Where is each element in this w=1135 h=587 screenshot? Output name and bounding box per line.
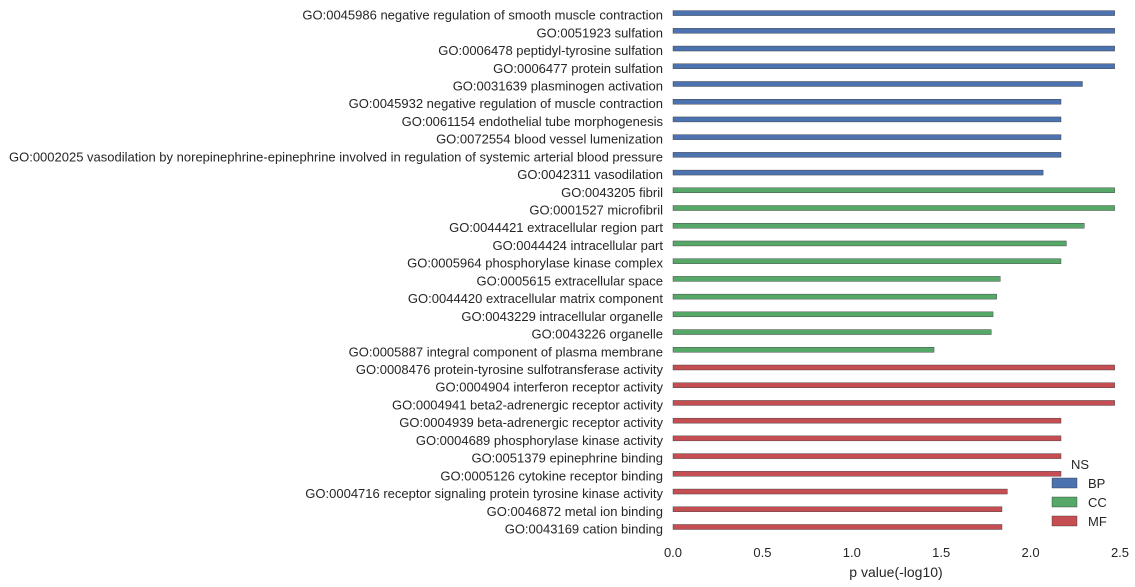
bar-mf-2	[672, 400, 1115, 406]
legend-swatch-cc	[1051, 496, 1078, 508]
bar-bp-8	[672, 152, 1062, 158]
x-tick-labels: 0.0 0.5 1.0 1.5 2.0 2.5	[664, 545, 1129, 560]
bar-cc-0	[672, 187, 1115, 194]
bar-bp-6	[672, 116, 1062, 123]
y-tick-label: GO:0044421 extracellular region part	[449, 220, 663, 235]
y-tick-label: GO:0005126 cytokine receptor binding	[440, 468, 663, 483]
y-tick-label: GO:0043205 fibril	[561, 185, 663, 200]
legend-label-cc: CC	[1088, 495, 1107, 510]
y-tick-label: GO:0044420 extracellular matrix componen…	[408, 291, 663, 306]
bar-mf-1	[672, 382, 1115, 388]
bar-bp-0	[672, 10, 1115, 16]
bar-cc-1	[672, 205, 1115, 211]
legend-swatch-mf	[1051, 515, 1078, 527]
x-axis-label: p value(-log10)	[849, 564, 942, 580]
bar-bp-2	[672, 45, 1115, 52]
bar-mf-5	[672, 453, 1062, 459]
y-tick-label: GO:0001527 microfibril	[529, 203, 663, 218]
y-tick-label: GO:0004716 receptor signaling protein ty…	[305, 486, 663, 501]
x-tick-label: 1.5	[932, 545, 950, 560]
y-tick-label: GO:0051379 epinephrine binding	[471, 451, 663, 466]
bar-cc-8	[672, 329, 992, 335]
bar-cc-3	[672, 240, 1067, 247]
y-tick-label: GO:0005615 extracellular space	[477, 273, 663, 288]
y-tick-label: GO:0005887 integral component of plasma …	[349, 344, 663, 359]
bar-mf-9	[672, 524, 1003, 530]
y-tick-label: GO:0031639 plasminogen activation	[453, 78, 663, 93]
bar-cc-2	[672, 223, 1085, 229]
x-tick-label: 0.5	[753, 545, 771, 560]
legend-title: NS	[1071, 457, 1089, 472]
y-tick-label: GO:0046872 metal ion binding	[487, 504, 663, 519]
bar-mf-0	[672, 364, 1115, 371]
y-tick-label: GO:0006477 protein sulfation	[493, 61, 663, 76]
bar-mf-4	[672, 435, 1062, 442]
y-tick-label: GO:0008476 protein-tyrosine sulfotransfe…	[356, 362, 664, 377]
y-tick-label: GO:0061154 endothelial tube morphogenesi…	[402, 114, 664, 129]
y-tick-label: GO:0044424 intracellular part	[492, 238, 663, 253]
y-tick-label: GO:0043226 organelle	[531, 327, 663, 342]
y-tick-label: GO:0051923 sulfation	[537, 25, 663, 40]
y-tick-label: GO:0045932 negative regulation of muscle…	[349, 96, 663, 111]
legend-swatch-bp	[1051, 477, 1078, 489]
legend-label-bp: BP	[1088, 476, 1105, 491]
bar-bp-7	[672, 134, 1062, 140]
legend: NS BP CC MF	[1051, 457, 1107, 529]
y-tick-label: GO:0043169 cation binding	[505, 521, 663, 536]
y-tick-label: GO:0072554 blood vessel lumenization	[436, 132, 663, 147]
bar-bp-5	[672, 98, 1062, 105]
bar-cc-5	[672, 276, 1001, 282]
y-tick-label: GO:0045986 negative regulation of smooth…	[302, 8, 663, 23]
bar-bp-1	[672, 28, 1115, 34]
x-tick-label: 1.0	[843, 545, 861, 560]
bar-bp-4	[672, 81, 1083, 87]
y-tick-label: GO:0004904 interferon receptor activity	[435, 380, 663, 395]
y-tick-label: GO:0042311 vasodilation	[517, 167, 663, 182]
y-tick-label: GO:0004939 beta-adrenergic receptor acti…	[399, 415, 663, 430]
y-tick-label: GO:0004941 beta2-adrenergic receptor act…	[392, 397, 663, 412]
bar-cc-4	[672, 258, 1062, 264]
y-tick-label: GO:0006478 peptidyl-tyrosine sulfation	[438, 43, 663, 58]
y-tick-label: GO:0005964 phosphorylase kinase complex	[407, 256, 663, 271]
bar-mf-6	[672, 471, 1062, 477]
legend-label-mf: MF	[1088, 514, 1107, 529]
bars-group	[672, 10, 1115, 530]
x-tick-label: 2.5	[1111, 545, 1129, 560]
y-tick-label: GO:0043229 intracellular organelle	[461, 309, 663, 324]
y-tick-labels: GO:0045986 negative regulation of smooth…	[9, 8, 664, 537]
bar-mf-7	[672, 488, 1008, 495]
bar-cc-6	[672, 293, 997, 300]
bar-bp-9	[672, 169, 1044, 176]
bar-mf-8	[672, 506, 1003, 512]
y-tick-label: GO:0004689 phosphorylase kinase activity	[416, 433, 664, 448]
x-tick-label: 0.0	[664, 545, 682, 560]
bar-mf-3	[672, 417, 1062, 424]
y-tick-label: GO:0002025 vasodilation by norepinephrin…	[9, 149, 663, 164]
bar-cc-9	[672, 347, 935, 353]
bar-bp-3	[672, 63, 1115, 69]
x-tick-label: 2.0	[1022, 545, 1040, 560]
bar-cc-7	[672, 311, 994, 318]
